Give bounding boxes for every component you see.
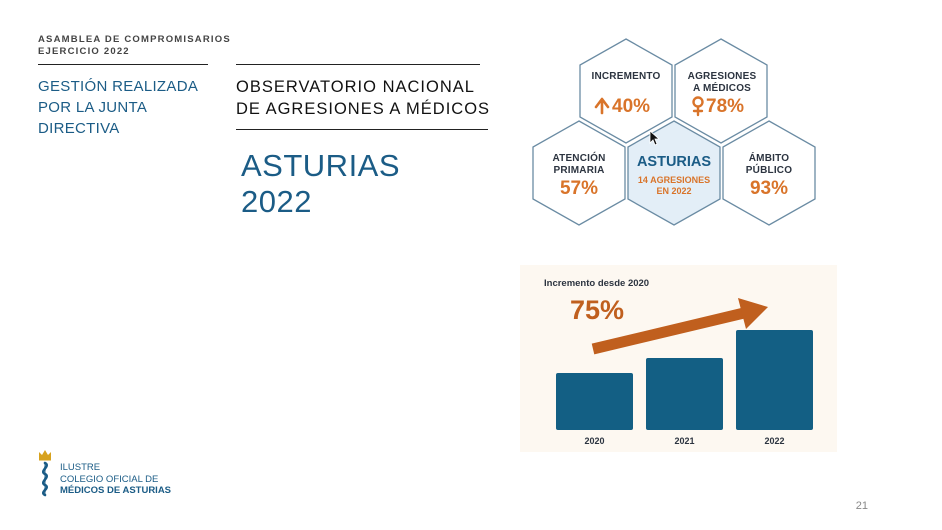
hex-public-value: 93% [750, 178, 788, 199]
hex-center-sub-2: EN 2022 [656, 186, 691, 196]
hex-increase-value: 40% [612, 96, 650, 117]
hex-public-label-2: PÚBLICO [746, 163, 792, 176]
region-heading: ASTURIAS 2022 [241, 148, 400, 220]
growth-arrow-icon [591, 298, 768, 355]
hex-aggressions-label-1: AGRESIONES [688, 71, 757, 82]
hex-public-sector: ÁMBITO PÚBLICO 93% [722, 120, 816, 226]
college-logo-icon [39, 450, 51, 497]
org-line-1: ILUSTRE [60, 462, 101, 473]
page-title-line-1: OBSERVATORIO NACIONAL [236, 78, 475, 96]
mouse-cursor-icon [649, 130, 661, 146]
region-name: ASTURIAS [241, 148, 401, 183]
growth-chart-svg: Incremento desde 2020 75% 2020 2021 2022 [544, 278, 813, 446]
hex-increase-label: INCREMENTO [591, 71, 660, 82]
chart-label-2021: 2021 [674, 436, 694, 446]
arrow-up-icon [594, 97, 610, 115]
hex-public-label-1: ÁMBITO [749, 151, 789, 164]
title-rule-top [236, 64, 480, 65]
assembly-year: EJERCICIO 2022 [38, 46, 130, 57]
chart-bar-2020 [556, 373, 633, 430]
hex-primary-value: 57% [560, 178, 598, 199]
hex-increase: INCREMENTO 40% [579, 38, 673, 144]
hex-center-title: ASTURIAS [637, 154, 711, 170]
chart-category-labels: 2020 2021 2022 [584, 436, 784, 446]
organization-name: ILUSTRE COLEGIO OFICIAL DE MÉDICOS DE AS… [60, 462, 171, 497]
section-line-1: GESTIÓN REALIZADA [38, 78, 199, 95]
section-title: GESTIÓN REALIZADA POR LA JUNTA DIRECTIVA [38, 76, 198, 139]
section-line-3: DIRECTIVA [38, 120, 120, 137]
header-divider [38, 64, 208, 65]
hex-primary-label-2: PRIMARIA [553, 165, 604, 176]
section-line-2: POR LA JUNTA [38, 99, 148, 116]
hex-primary-label-1: ATENCIÓN [552, 151, 605, 164]
chart-label-2022: 2022 [764, 436, 784, 446]
hex-center: ASTURIAS 14 AGRESIONES EN 2022 [627, 120, 721, 226]
chart-bar-2022 [736, 330, 813, 430]
hex-aggressions-label-2: A MÉDICOS [693, 81, 751, 94]
chart-bars [556, 330, 813, 430]
hex-aggressions-value: 78% [706, 96, 744, 117]
female-icon [692, 96, 704, 117]
chart-highlight-value: 75% [570, 295, 624, 325]
page-title: OBSERVATORIO NACIONAL DE AGRESIONES A MÉ… [236, 76, 490, 120]
org-line-2: COLEGIO OFICIAL DE [60, 473, 159, 485]
chart-label-2020: 2020 [584, 436, 604, 446]
chart-bar-2021 [646, 358, 723, 430]
hex-aggressions: AGRESIONES A MÉDICOS 78% [674, 38, 768, 144]
hex-center-sub-1: 14 AGRESIONES [638, 175, 710, 185]
page-title-line-2: DE AGRESIONES A MÉDICOS [236, 100, 491, 118]
assembly-header: ASAMBLEA DE COMPROMISARIOS EJERCICIO 202… [38, 34, 231, 58]
org-line-3: MÉDICOS DE ASTURIAS [60, 485, 172, 496]
title-rule-bottom [236, 129, 488, 130]
assembly-title: ASAMBLEA DE COMPROMISARIOS [38, 34, 231, 45]
region-year: 2022 [241, 184, 312, 219]
page-number: 21 [855, 500, 868, 512]
growth-chart: Incremento desde 2020 75% 2020 2021 2022 [520, 265, 837, 452]
chart-title: Incremento desde 2020 [544, 278, 649, 289]
hex-primary-care: ATENCIÓN PRIMARIA 57% [532, 120, 626, 226]
hexagon-infographic: INCREMENTO 40% AGRESIONES A MÉDICOS 78% … [532, 38, 816, 226]
